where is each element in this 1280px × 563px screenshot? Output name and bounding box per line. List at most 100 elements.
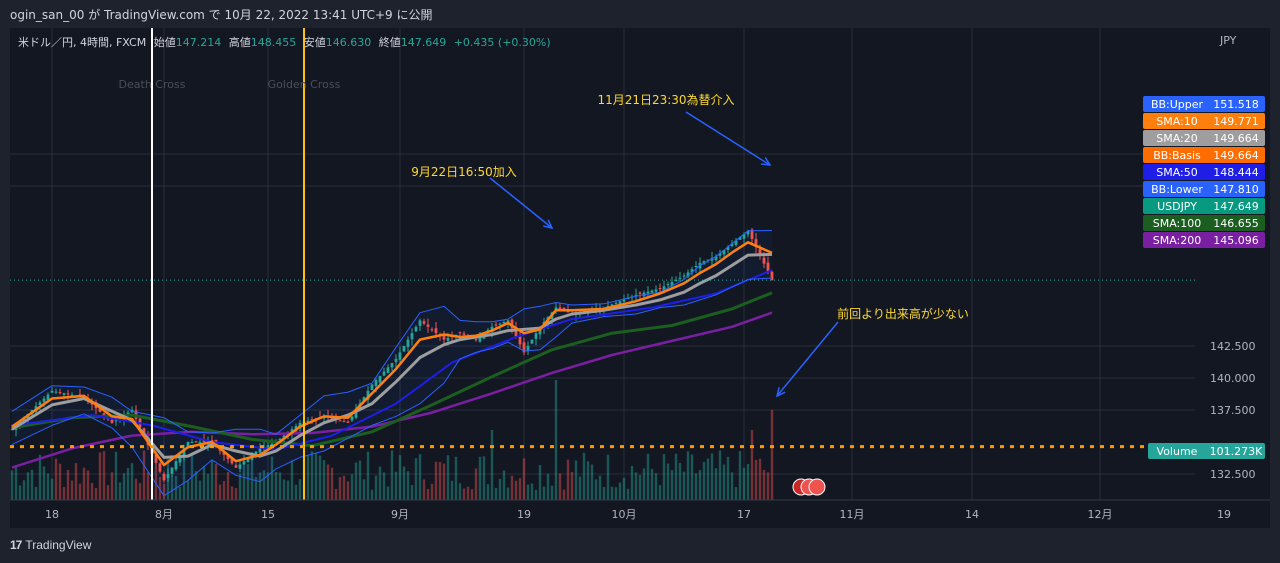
- event-flags[interactable]: [792, 478, 826, 496]
- candle-body: [354, 410, 358, 418]
- volume-bar: [574, 460, 578, 500]
- volume-bar: [266, 472, 270, 500]
- line-sma-100: [11, 291, 773, 448]
- change-value: +0.435 (+0.30%): [454, 36, 551, 49]
- volume-bar: [546, 473, 550, 500]
- volume-bar: [630, 465, 634, 500]
- time-tick-label: 18: [45, 508, 59, 521]
- time-tick-label: 15: [261, 508, 275, 521]
- candle-body: [730, 243, 734, 246]
- volume-bar: [42, 466, 46, 500]
- svg-text:米ドル／円, 4時間, FXCM 始値147.2: 米ドル／円, 4時間, FXCM 始値147.214 高値148.455 安値1…: [18, 35, 551, 49]
- tv-logo-icon: 17: [10, 538, 22, 552]
- candle-body: [194, 441, 198, 443]
- volume-bar: [586, 461, 590, 500]
- volume-bar: [330, 467, 334, 500]
- candle-body: [166, 474, 170, 478]
- candle-body: [50, 390, 54, 393]
- arrow-head: [775, 387, 786, 398]
- volume-bar: [762, 469, 766, 500]
- volume-bar: [726, 456, 730, 500]
- volume-bar: [674, 453, 678, 500]
- candle-body: [766, 262, 770, 272]
- volume-bar: [394, 471, 398, 500]
- volume-bar: [214, 463, 218, 500]
- time-tick-label: 9月: [391, 508, 409, 521]
- tradingview-logo[interactable]: 17 TradingView: [10, 538, 91, 552]
- candle-body: [70, 394, 74, 397]
- symbol-legend[interactable]: 米ドル／円, 4時間, FXCM 始値147.214 高値148.455 安値1…: [18, 35, 551, 49]
- candle-body: [682, 275, 686, 277]
- price-tag-value: 149.664: [1213, 132, 1259, 145]
- volume-bar: [294, 484, 298, 500]
- candle-body: [446, 338, 450, 341]
- volume-bar: [478, 456, 482, 500]
- candle-body: [406, 339, 410, 347]
- candle-body: [266, 445, 270, 448]
- candle-body: [758, 249, 762, 256]
- candle-body: [614, 302, 618, 304]
- candle-body: [110, 419, 114, 423]
- us-event-flag-icon[interactable]: [808, 478, 826, 496]
- volume-bar: [550, 485, 554, 500]
- volume-bar: [710, 453, 714, 500]
- volume-bar: [110, 472, 114, 500]
- volume-bar: [246, 464, 250, 500]
- volume-bar: [318, 455, 322, 500]
- candle-body: [534, 333, 538, 339]
- time-axis[interactable]: 18 8月 15 9月 19 10月 17 11月 14 12月 19: [10, 499, 1270, 528]
- volume-bar: [350, 474, 354, 500]
- candle-body: [458, 332, 462, 334]
- candle-body: [258, 448, 262, 453]
- volume-bar: [230, 486, 234, 500]
- candle-body: [462, 333, 466, 335]
- volume-bar: [386, 486, 390, 500]
- candle-body: [514, 327, 518, 337]
- volume-bar: [766, 472, 770, 500]
- volume-bar: [498, 478, 502, 500]
- candle-body: [238, 464, 242, 469]
- volume-bar: [30, 469, 34, 500]
- volume-bar: [594, 479, 598, 500]
- volume-bar: [338, 477, 342, 500]
- candle-body: [190, 442, 194, 443]
- volume-bar: [178, 486, 182, 500]
- symbol-name: 米ドル／円, 4時間, FXCM: [18, 36, 146, 49]
- candle-body: [306, 420, 310, 423]
- volume-bar: [442, 463, 446, 500]
- candle-body: [98, 406, 102, 412]
- volume-bar: [98, 452, 102, 500]
- annotation-text: 前回より出来高が少ない: [837, 306, 969, 321]
- volume-bar: [466, 486, 470, 500]
- volume-bar: [66, 470, 70, 500]
- volume-bar: [10, 470, 14, 500]
- candle-body: [430, 329, 434, 331]
- arrow-head: [543, 219, 554, 230]
- volume-bar: [558, 473, 562, 500]
- volume-bar: [262, 470, 266, 500]
- candle-body: [518, 335, 522, 345]
- volume-bar: [682, 471, 686, 500]
- volume-bar: [362, 479, 366, 500]
- candle-body: [510, 319, 514, 329]
- candle-body: [426, 324, 430, 327]
- candle-body: [170, 467, 174, 474]
- volume-bar: [438, 462, 442, 500]
- volume-bar: [678, 462, 682, 500]
- price-tag-bg: [1143, 147, 1265, 163]
- volume-bar: [250, 451, 254, 500]
- volume-bar: [86, 470, 90, 500]
- volume-bar: [642, 468, 646, 500]
- volume-bar: [518, 478, 522, 500]
- volume-bar: [186, 480, 190, 500]
- volume-bar: [222, 481, 226, 500]
- price-tag-bg: [1143, 198, 1265, 214]
- candle-body: [230, 458, 234, 464]
- volume-bar: [402, 466, 406, 500]
- candle-body: [522, 342, 526, 353]
- candle-body: [330, 418, 334, 420]
- volume-bar: [502, 470, 506, 500]
- high-value: 148.455: [251, 36, 297, 49]
- time-tick-label: 19: [1217, 508, 1231, 521]
